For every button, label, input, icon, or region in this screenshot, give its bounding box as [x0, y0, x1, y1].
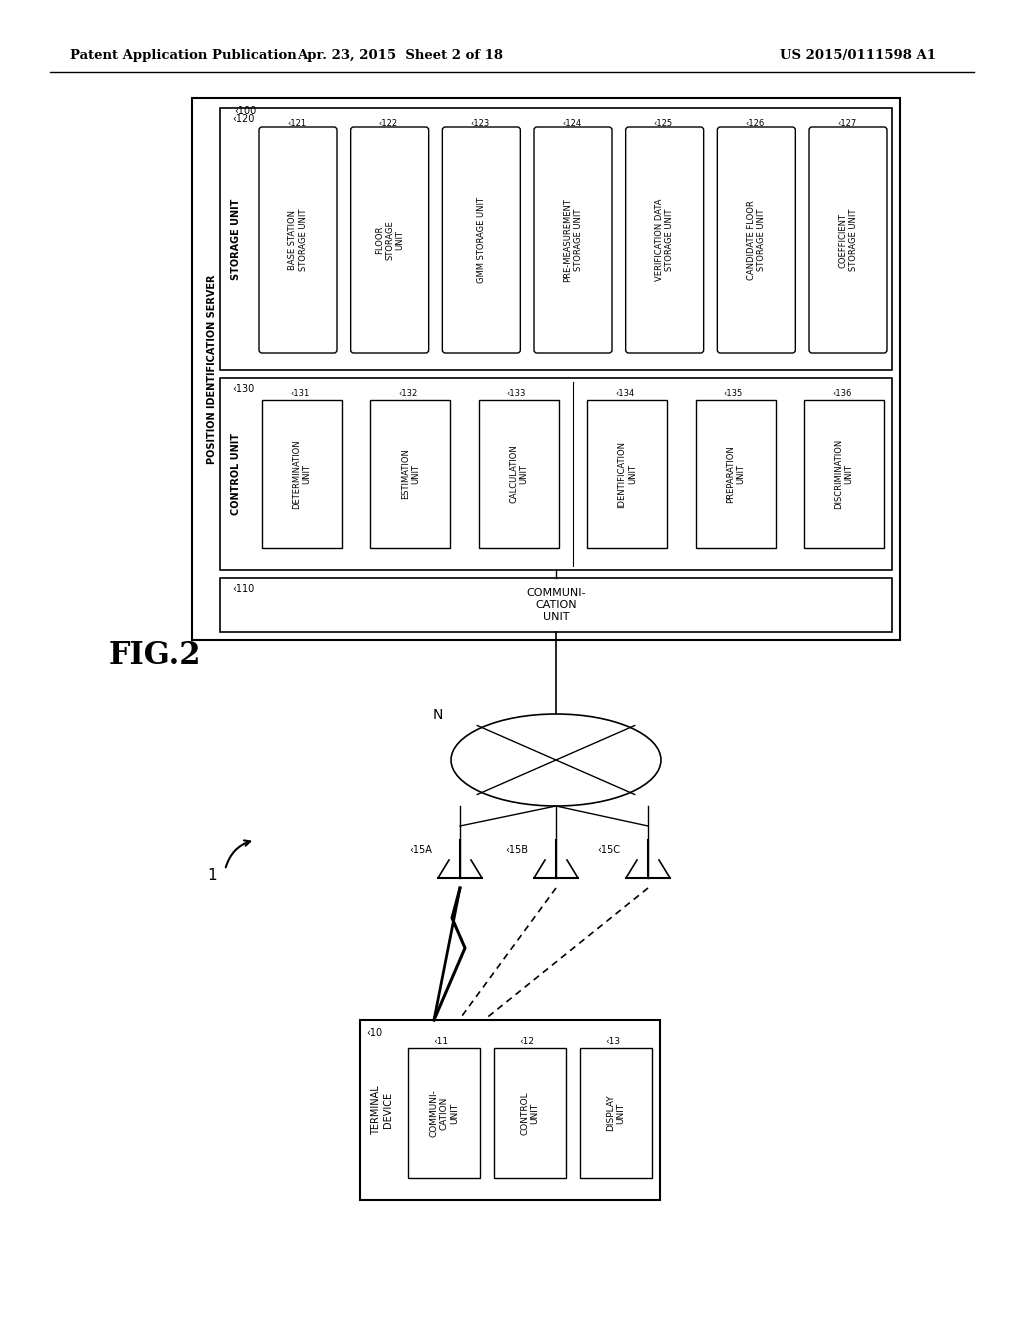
FancyBboxPatch shape: [534, 127, 612, 352]
Text: ESTIMATION
UNIT: ESTIMATION UNIT: [400, 449, 420, 499]
Text: CALCULATION
UNIT: CALCULATION UNIT: [509, 445, 528, 503]
Text: Patent Application Publication: Patent Application Publication: [70, 49, 297, 62]
Text: ‹120: ‹120: [232, 114, 254, 124]
FancyBboxPatch shape: [626, 127, 703, 352]
Text: IDENTIFICATION
UNIT: IDENTIFICATION UNIT: [617, 441, 637, 507]
Bar: [408, 1048, 480, 1177]
FancyBboxPatch shape: [809, 127, 887, 352]
Text: ‹127: ‹127: [838, 119, 856, 128]
Text: ‹123: ‹123: [471, 119, 489, 128]
FancyBboxPatch shape: [259, 127, 337, 352]
Text: CONTROL UNIT: CONTROL UNIT: [231, 433, 241, 515]
Text: N: N: [432, 708, 443, 722]
Text: US 2015/0111598 A1: US 2015/0111598 A1: [780, 49, 936, 62]
Text: DISCRIMINATION
UNIT: DISCRIMINATION UNIT: [835, 438, 854, 510]
Text: STORAGE UNIT: STORAGE UNIT: [231, 198, 241, 280]
Text: PREPARATION
UNIT: PREPARATION UNIT: [726, 445, 745, 503]
FancyBboxPatch shape: [350, 127, 429, 352]
Text: ‹122: ‹122: [379, 119, 398, 128]
Text: Apr. 23, 2015  Sheet 2 of 18: Apr. 23, 2015 Sheet 2 of 18: [297, 49, 503, 62]
Bar: [479, 400, 559, 548]
FancyBboxPatch shape: [442, 127, 520, 352]
Text: ‹126: ‹126: [745, 119, 765, 128]
Text: ‹134: ‹134: [615, 389, 635, 399]
Text: DETERMINATION
UNIT: DETERMINATION UNIT: [292, 440, 311, 508]
Text: ‹12: ‹12: [519, 1038, 535, 1045]
Text: ‹121: ‹121: [287, 119, 306, 128]
Text: ‹15C: ‹15C: [597, 845, 620, 855]
Bar: [804, 400, 884, 548]
Text: 1: 1: [207, 867, 217, 883]
Text: FIG.2: FIG.2: [109, 639, 202, 671]
Bar: [494, 1048, 566, 1177]
Text: COMMUNI-
CATION
UNIT: COMMUNI- CATION UNIT: [526, 589, 586, 622]
Text: POSITION IDENTIFICATION SERVER: POSITION IDENTIFICATION SERVER: [207, 275, 217, 463]
Bar: [220, 108, 892, 370]
Text: ‹135: ‹135: [724, 389, 742, 399]
Text: BASE STATION
STORAGE UNIT: BASE STATION STORAGE UNIT: [289, 209, 307, 271]
Text: ‹130: ‹130: [232, 384, 254, 393]
FancyBboxPatch shape: [718, 127, 796, 352]
Text: CONTROL
UNIT: CONTROL UNIT: [520, 1092, 540, 1135]
Bar: [193, 98, 900, 640]
Text: ‹11: ‹11: [433, 1038, 449, 1045]
Text: ‹136: ‹136: [831, 389, 851, 399]
Ellipse shape: [451, 714, 662, 807]
Text: DISPLAY
UNIT: DISPLAY UNIT: [606, 1094, 626, 1131]
Bar: [587, 400, 668, 548]
Text: PRE-MEASUREMENT
STORAGE UNIT: PRE-MEASUREMENT STORAGE UNIT: [563, 198, 583, 282]
Bar: [371, 400, 451, 548]
Text: TERMINAL
DEVICE: TERMINAL DEVICE: [371, 1085, 393, 1135]
Bar: [580, 1048, 652, 1177]
Bar: [262, 400, 342, 548]
Bar: [695, 400, 775, 548]
Text: GMM STORAGE UNIT: GMM STORAGE UNIT: [477, 197, 485, 282]
Text: ‹124: ‹124: [562, 119, 582, 128]
Text: ‹131: ‹131: [290, 389, 309, 399]
Text: ‹100: ‹100: [234, 106, 256, 116]
Text: ‹110: ‹110: [232, 583, 254, 594]
Text: COEFFICIENT
STORAGE UNIT: COEFFICIENT STORAGE UNIT: [839, 209, 858, 271]
Bar: [360, 1020, 660, 1200]
Text: ‹13: ‹13: [605, 1038, 621, 1045]
Text: ‹10: ‹10: [366, 1028, 382, 1038]
Text: VERIFICATION DATA
STORAGE UNIT: VERIFICATION DATA STORAGE UNIT: [655, 199, 675, 281]
Text: CANDIDATE FLOOR
STORAGE UNIT: CANDIDATE FLOOR STORAGE UNIT: [746, 201, 766, 280]
Text: ‹15A: ‹15A: [410, 845, 432, 855]
Bar: [220, 578, 892, 632]
Bar: [220, 378, 892, 570]
Text: ‹132: ‹132: [398, 389, 418, 399]
Text: COMMUNI-
CATION
UNIT: COMMUNI- CATION UNIT: [429, 1089, 459, 1137]
Text: ‹133: ‹133: [507, 389, 526, 399]
Text: ‹15B: ‹15B: [505, 845, 528, 855]
Text: ‹125: ‹125: [654, 119, 673, 128]
Text: FLOOR
STORAGE
UNIT: FLOOR STORAGE UNIT: [375, 220, 404, 260]
